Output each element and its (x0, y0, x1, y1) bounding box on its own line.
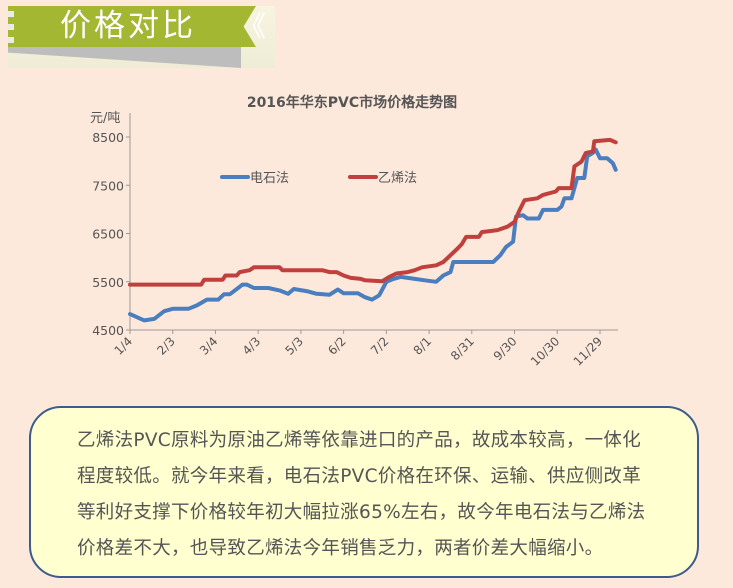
legend-label: 乙烯法 (378, 171, 417, 186)
y-tick-label: 5500 (92, 275, 124, 290)
commentary-box: 乙烯法PVC原料为原油乙烯等依靠进口的产品，故成本较高，一体化 程度较低。就今年… (29, 406, 699, 578)
x-tick-label: 7/2 (368, 334, 392, 358)
x-tick-label: 4/3 (240, 334, 264, 358)
price-trend-chart: 2016年华东PVC市场价格走势图 元/吨 4500 5500 6500 7500 85… (90, 94, 618, 369)
chart-title: 2016年华东PVC市场价格走势图 (247, 94, 457, 111)
commentary-line: 乙烯法PVC原料为原油乙烯等依靠进口的产品，故成本较高，一体化 (77, 430, 642, 451)
banner-notch (8, 37, 14, 43)
y-tick-label: 7500 (92, 178, 124, 193)
x-tick-label: 8/1 (411, 334, 435, 358)
series-line (128, 137, 618, 287)
y-tick-label: 8500 (92, 130, 124, 145)
section-title: 价格对比 (60, 8, 196, 44)
x-tick-label: 3/4 (197, 334, 221, 358)
section-banner (8, 6, 256, 47)
x-tick-label: 8/31 (448, 334, 477, 363)
commentary-line: 价格差不大，也导致乙烯法今年销售乏力，两者价差大幅缩小。 (77, 538, 604, 559)
series-line (128, 147, 618, 323)
banner-notch (8, 24, 14, 30)
legend-label: 电石法 (250, 171, 289, 186)
x-tick-label: 10/30 (528, 334, 562, 368)
y-tick-label: 6500 (92, 227, 124, 242)
banner-notch (8, 11, 14, 17)
y-axis-label: 元/吨 (90, 111, 120, 126)
chevron-left-icon: 《 (238, 10, 267, 43)
commentary-line: 等利好支撑下价格较年初大幅拉涨65%左右，故今年电石法与乙烯法 (77, 502, 646, 523)
y-tick-label: 4500 (92, 323, 124, 338)
x-tick-label: 5/3 (282, 334, 306, 358)
x-tick-label: 11/29 (571, 334, 605, 368)
x-tick-label: 6/2 (325, 334, 349, 358)
x-tick-label: 9/30 (491, 334, 520, 363)
commentary-line: 程度较低。就今年来看，电石法PVC价格在环保、运输、供应侧改革 (77, 466, 642, 487)
x-tick-label: 2/3 (154, 334, 178, 358)
